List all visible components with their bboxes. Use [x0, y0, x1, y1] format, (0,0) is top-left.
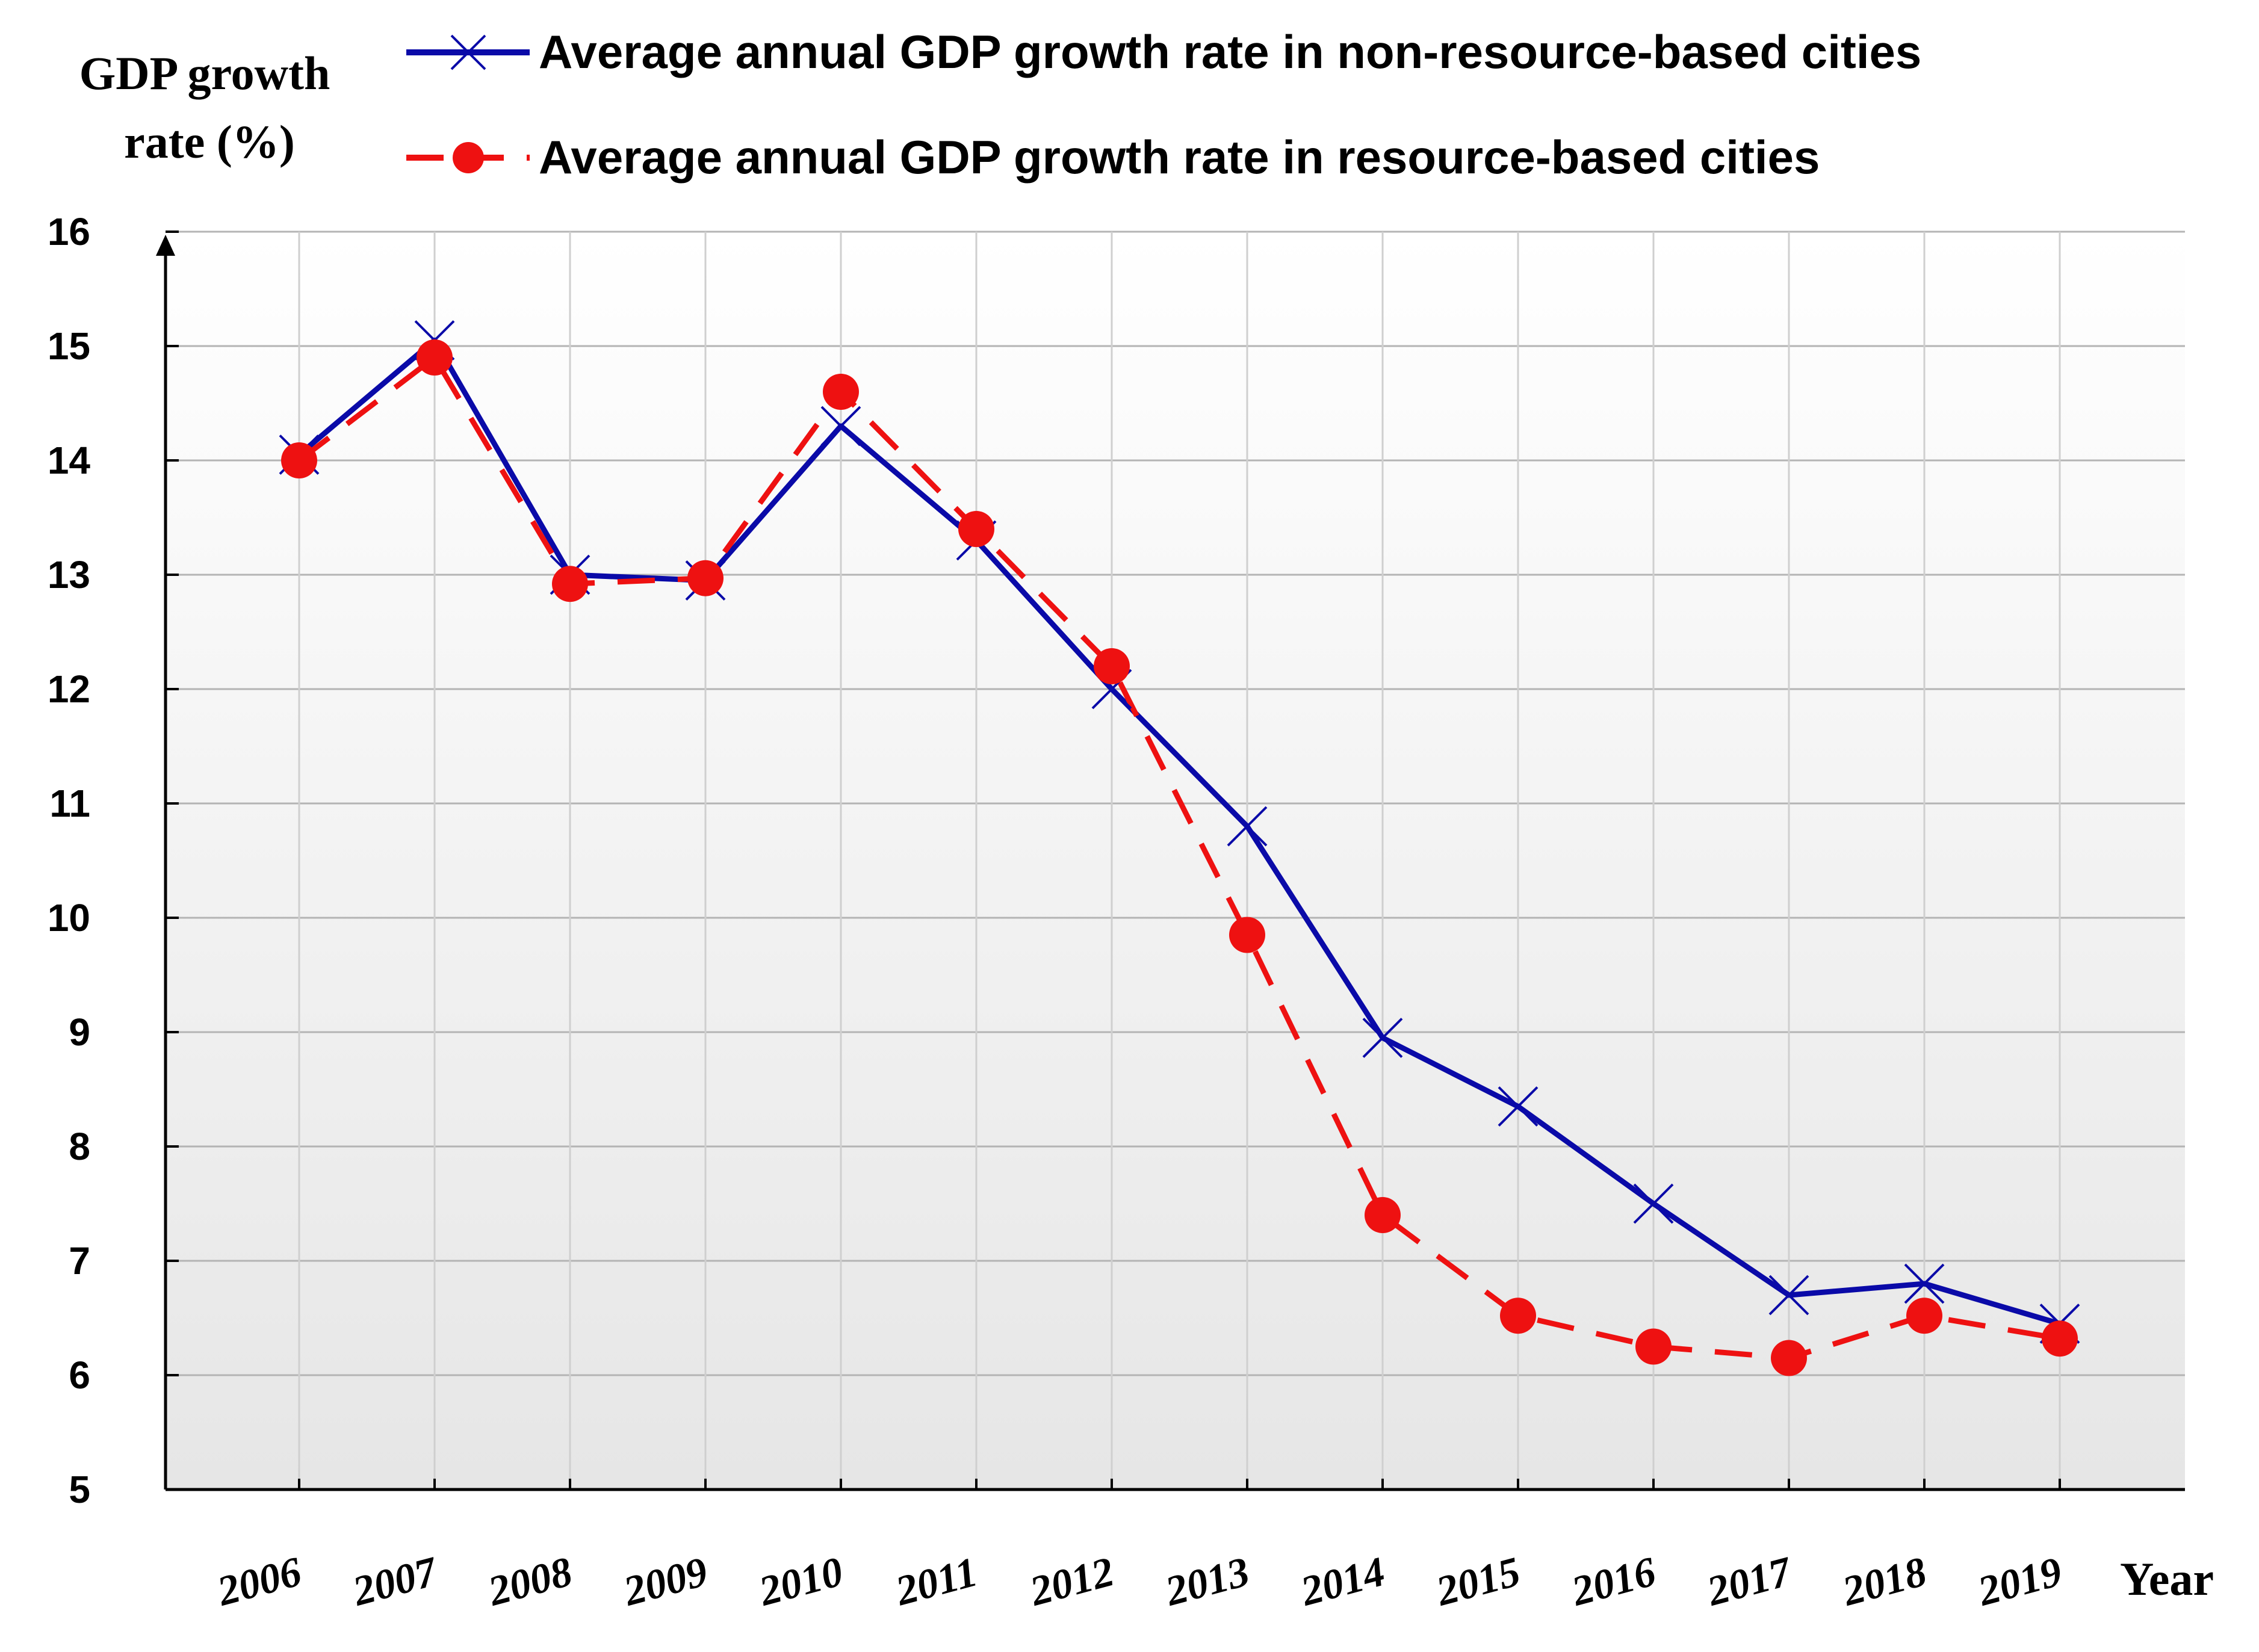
x-tick-label-2017: 2017 [1702, 1548, 1798, 1615]
series-layer [279, 320, 2080, 1376]
y-axis-arrowhead [156, 235, 175, 256]
y-tick-label-11: 11 [49, 782, 90, 825]
legend-label-resource: Average annual GDP growth rate in resour… [539, 131, 1820, 184]
marker-non-resource-2017-stroke-b [1768, 1275, 1809, 1316]
y-axis-title-line2: rate (%) [124, 116, 295, 168]
marker-non-resource-2014 [1362, 1018, 1403, 1058]
series-line-resource [297, 354, 2060, 1361]
axes [156, 230, 2185, 1491]
marker-resource-2006 [281, 442, 317, 478]
y-tick-label-10: 10 [48, 896, 90, 939]
x-tick-label-2008: 2008 [483, 1548, 577, 1615]
marker-resource-2014 [1365, 1197, 1401, 1233]
x-tick-label-2010: 2010 [754, 1548, 848, 1615]
x-tick-label-2019: 2019 [1973, 1548, 2067, 1615]
x-tick-label-2013: 2013 [1160, 1548, 1254, 1615]
legend-x-glyph [450, 34, 486, 70]
marker-resource-2010 [823, 374, 859, 410]
marker-non-resource-2013 [1227, 806, 1268, 847]
marker-non-resource-2014-stroke-b [1362, 1018, 1403, 1058]
y-axis-title-line1: GDP growth [79, 47, 330, 99]
marker-resource-2007 [417, 339, 453, 376]
marker-resource-2008 [552, 566, 588, 602]
y-tick-label-15: 15 [48, 324, 90, 368]
y-tick-label-12: 12 [48, 667, 90, 711]
grid-lines [166, 230, 2185, 1490]
legend: Average annual GDP growth rate in non-re… [406, 25, 1921, 184]
marker-non-resource-2016 [1633, 1183, 1674, 1224]
series-line-non-resource [297, 338, 2061, 1326]
x-tick-label-2015: 2015 [1431, 1548, 1525, 1615]
legend-marker-x [450, 34, 486, 70]
x-tick-label-2006: 2006 [212, 1548, 306, 1615]
x-tick-label-2009: 2009 [619, 1548, 713, 1615]
y-tick-label-14: 14 [48, 439, 91, 482]
marker-resource-2019 [2042, 1320, 2078, 1357]
x-tick-label-2018: 2018 [1838, 1548, 1932, 1615]
marker-non-resource-2013-stroke-b [1227, 806, 1268, 847]
legend-marker-circle [453, 142, 484, 173]
marker-non-resource-2017 [1768, 1275, 1809, 1316]
x-tick-label-2014: 2014 [1296, 1548, 1390, 1615]
marker-non-resource-2015 [1498, 1086, 1539, 1127]
x-tick-label-2011: 2011 [890, 1548, 982, 1615]
marker-non-resource-2015-stroke-b [1498, 1086, 1539, 1127]
marker-resource-2015 [1500, 1298, 1536, 1334]
y-tick-label-7: 7 [69, 1239, 90, 1282]
x-tick-label-2007: 2007 [348, 1548, 444, 1615]
marker-non-resource-2016-stroke-b [1633, 1183, 1674, 1224]
marker-resource-2013 [1229, 917, 1265, 953]
marker-non-resource-2010 [820, 406, 861, 447]
legend-x-glyph-stroke-b [450, 34, 486, 70]
x-tick-label-2012: 2012 [1025, 1548, 1119, 1615]
marker-resource-2011 [958, 511, 994, 547]
marker-non-resource-2018-stroke-b [1904, 1263, 1945, 1304]
x-tick-labels: 2006 2007 2008 2009 2010 2011 2012 2013 2014 2015… [212, 1548, 2067, 1615]
x-axis-title: Year [2120, 1553, 2214, 1605]
y-tick-label-8: 8 [69, 1125, 90, 1168]
marker-non-resource-2018 [1904, 1263, 1945, 1304]
marker-resource-2017 [1771, 1340, 1807, 1376]
y-tick-label-6: 6 [69, 1353, 90, 1397]
marker-resource-2009 [687, 560, 724, 596]
marker-non-resource-2010-stroke-b [820, 406, 861, 447]
y-tick-labels: 5 6 7 8 9 10 11 12 13 14 15 16 [48, 210, 91, 1511]
y-tick-label-13: 13 [48, 553, 90, 596]
marker-resource-2012 [1094, 648, 1130, 684]
y-tick-label-9: 9 [69, 1010, 90, 1054]
y-tick-label-16: 16 [48, 210, 90, 253]
x-tick-label-2016: 2016 [1567, 1548, 1661, 1615]
marker-resource-2016 [1635, 1328, 1672, 1365]
plot-background [166, 232, 2185, 1490]
legend-label-non-resource: Average annual GDP growth rate in non-re… [539, 25, 1921, 78]
marker-resource-2018 [1906, 1298, 1942, 1334]
y-tick-label-5: 5 [69, 1468, 90, 1511]
